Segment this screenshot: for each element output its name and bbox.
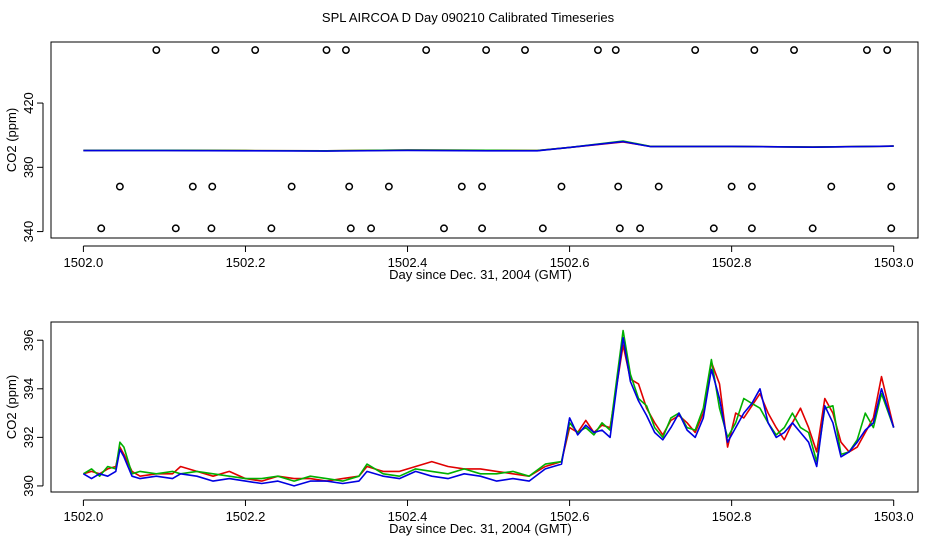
- y-axis-label: CO2 (ppm): [4, 375, 19, 439]
- x-tick-label: 1502.2: [226, 509, 266, 524]
- x-tick-label: 1502.6: [550, 509, 590, 524]
- marker-point: [367, 224, 376, 233]
- marker-point: [614, 182, 623, 191]
- marker-point: [691, 46, 700, 54]
- y-tick-label: 392: [21, 427, 36, 449]
- marker-point: [593, 46, 602, 54]
- marker-point: [341, 46, 350, 54]
- marker-point: [267, 224, 276, 233]
- series-line-blue: [83, 140, 894, 152]
- y-tick-label: 420: [21, 92, 36, 114]
- marker-point: [152, 46, 161, 54]
- marker-point: [384, 182, 393, 191]
- marker-point: [115, 182, 124, 191]
- marker-point: [863, 46, 871, 54]
- x-tick-label: 1502.4: [388, 509, 428, 524]
- marker-point: [171, 224, 180, 233]
- panel-bottom: 1502.0 1502.2 1502.4 1502.6 1502.8 1503.0 Day …: [4, 321, 919, 536]
- x-tick-label: 1502.8: [712, 509, 752, 524]
- marker-point: [457, 182, 466, 191]
- marker-point: [422, 46, 431, 54]
- marker-point: [611, 46, 620, 54]
- marker-point: [521, 46, 529, 54]
- panel-top: 1502.0 1502.2 1502.4 1502.6 1502.8 1503.0 Day …: [4, 41, 919, 282]
- marker-point: [211, 46, 220, 54]
- marker-point: [883, 46, 892, 54]
- x-tick-label: 1502.8: [712, 255, 752, 270]
- marker-point: [727, 182, 736, 191]
- marker-point: [654, 182, 663, 191]
- plot-frame: [50, 41, 919, 239]
- marker-point: [208, 182, 217, 191]
- marker-point: [709, 224, 718, 233]
- marker-point: [482, 46, 491, 54]
- marker-point: [747, 182, 756, 191]
- series-line-green: [82, 329, 895, 482]
- marker-point: [345, 182, 354, 191]
- x-tick-label: 1502.0: [64, 255, 104, 270]
- x-axis-label: Day since Dec. 31, 2004 (GMT): [389, 521, 572, 536]
- marker-point: [636, 224, 645, 233]
- marker-point: [750, 46, 759, 54]
- series-line-red: [83, 344, 895, 482]
- marker-point: [887, 182, 896, 191]
- marker-point: [97, 224, 106, 233]
- series-line-blue: [82, 336, 895, 487]
- y-tick-label: 380: [21, 156, 36, 178]
- x-tick-label: 1502.0: [64, 509, 104, 524]
- y-tick-label: 390: [21, 475, 36, 497]
- marker-point: [287, 182, 296, 191]
- x-tick-label: 1502.2: [226, 255, 266, 270]
- marker-point: [188, 182, 197, 191]
- marker-point: [538, 224, 547, 233]
- marker-point: [827, 182, 836, 191]
- x-tick-label: 1502.6: [550, 255, 590, 270]
- marker-point: [808, 224, 817, 233]
- y-axis-label: CO2 (ppm): [4, 108, 19, 172]
- series-line-green: [83, 140, 894, 152]
- marker-point: [478, 182, 487, 191]
- marker-point: [478, 224, 487, 233]
- x-tick-label: 1503.0: [874, 255, 914, 270]
- y-tick-label: 396: [21, 329, 36, 351]
- marker-point: [747, 224, 756, 233]
- marker-point: [790, 46, 798, 54]
- x-tick-label: 1503.0: [874, 509, 914, 524]
- figure-title: SPL AIRCOA D Day 090210 Calibrated Times…: [322, 10, 615, 25]
- y-tick-label: 394: [21, 378, 36, 400]
- x-axis-label: Day since Dec. 31, 2004 (GMT): [389, 267, 572, 282]
- marker-point: [557, 182, 566, 191]
- marker-point: [207, 224, 216, 233]
- marker-point: [251, 46, 260, 54]
- marker-point: [346, 224, 355, 233]
- marker-point: [615, 224, 624, 233]
- marker-point: [322, 46, 331, 54]
- x-tick-label: 1502.4: [388, 255, 428, 270]
- marker-point: [440, 224, 448, 233]
- y-tick-label: 340: [21, 221, 36, 243]
- plot-frame: [50, 321, 919, 493]
- marker-point: [887, 224, 896, 233]
